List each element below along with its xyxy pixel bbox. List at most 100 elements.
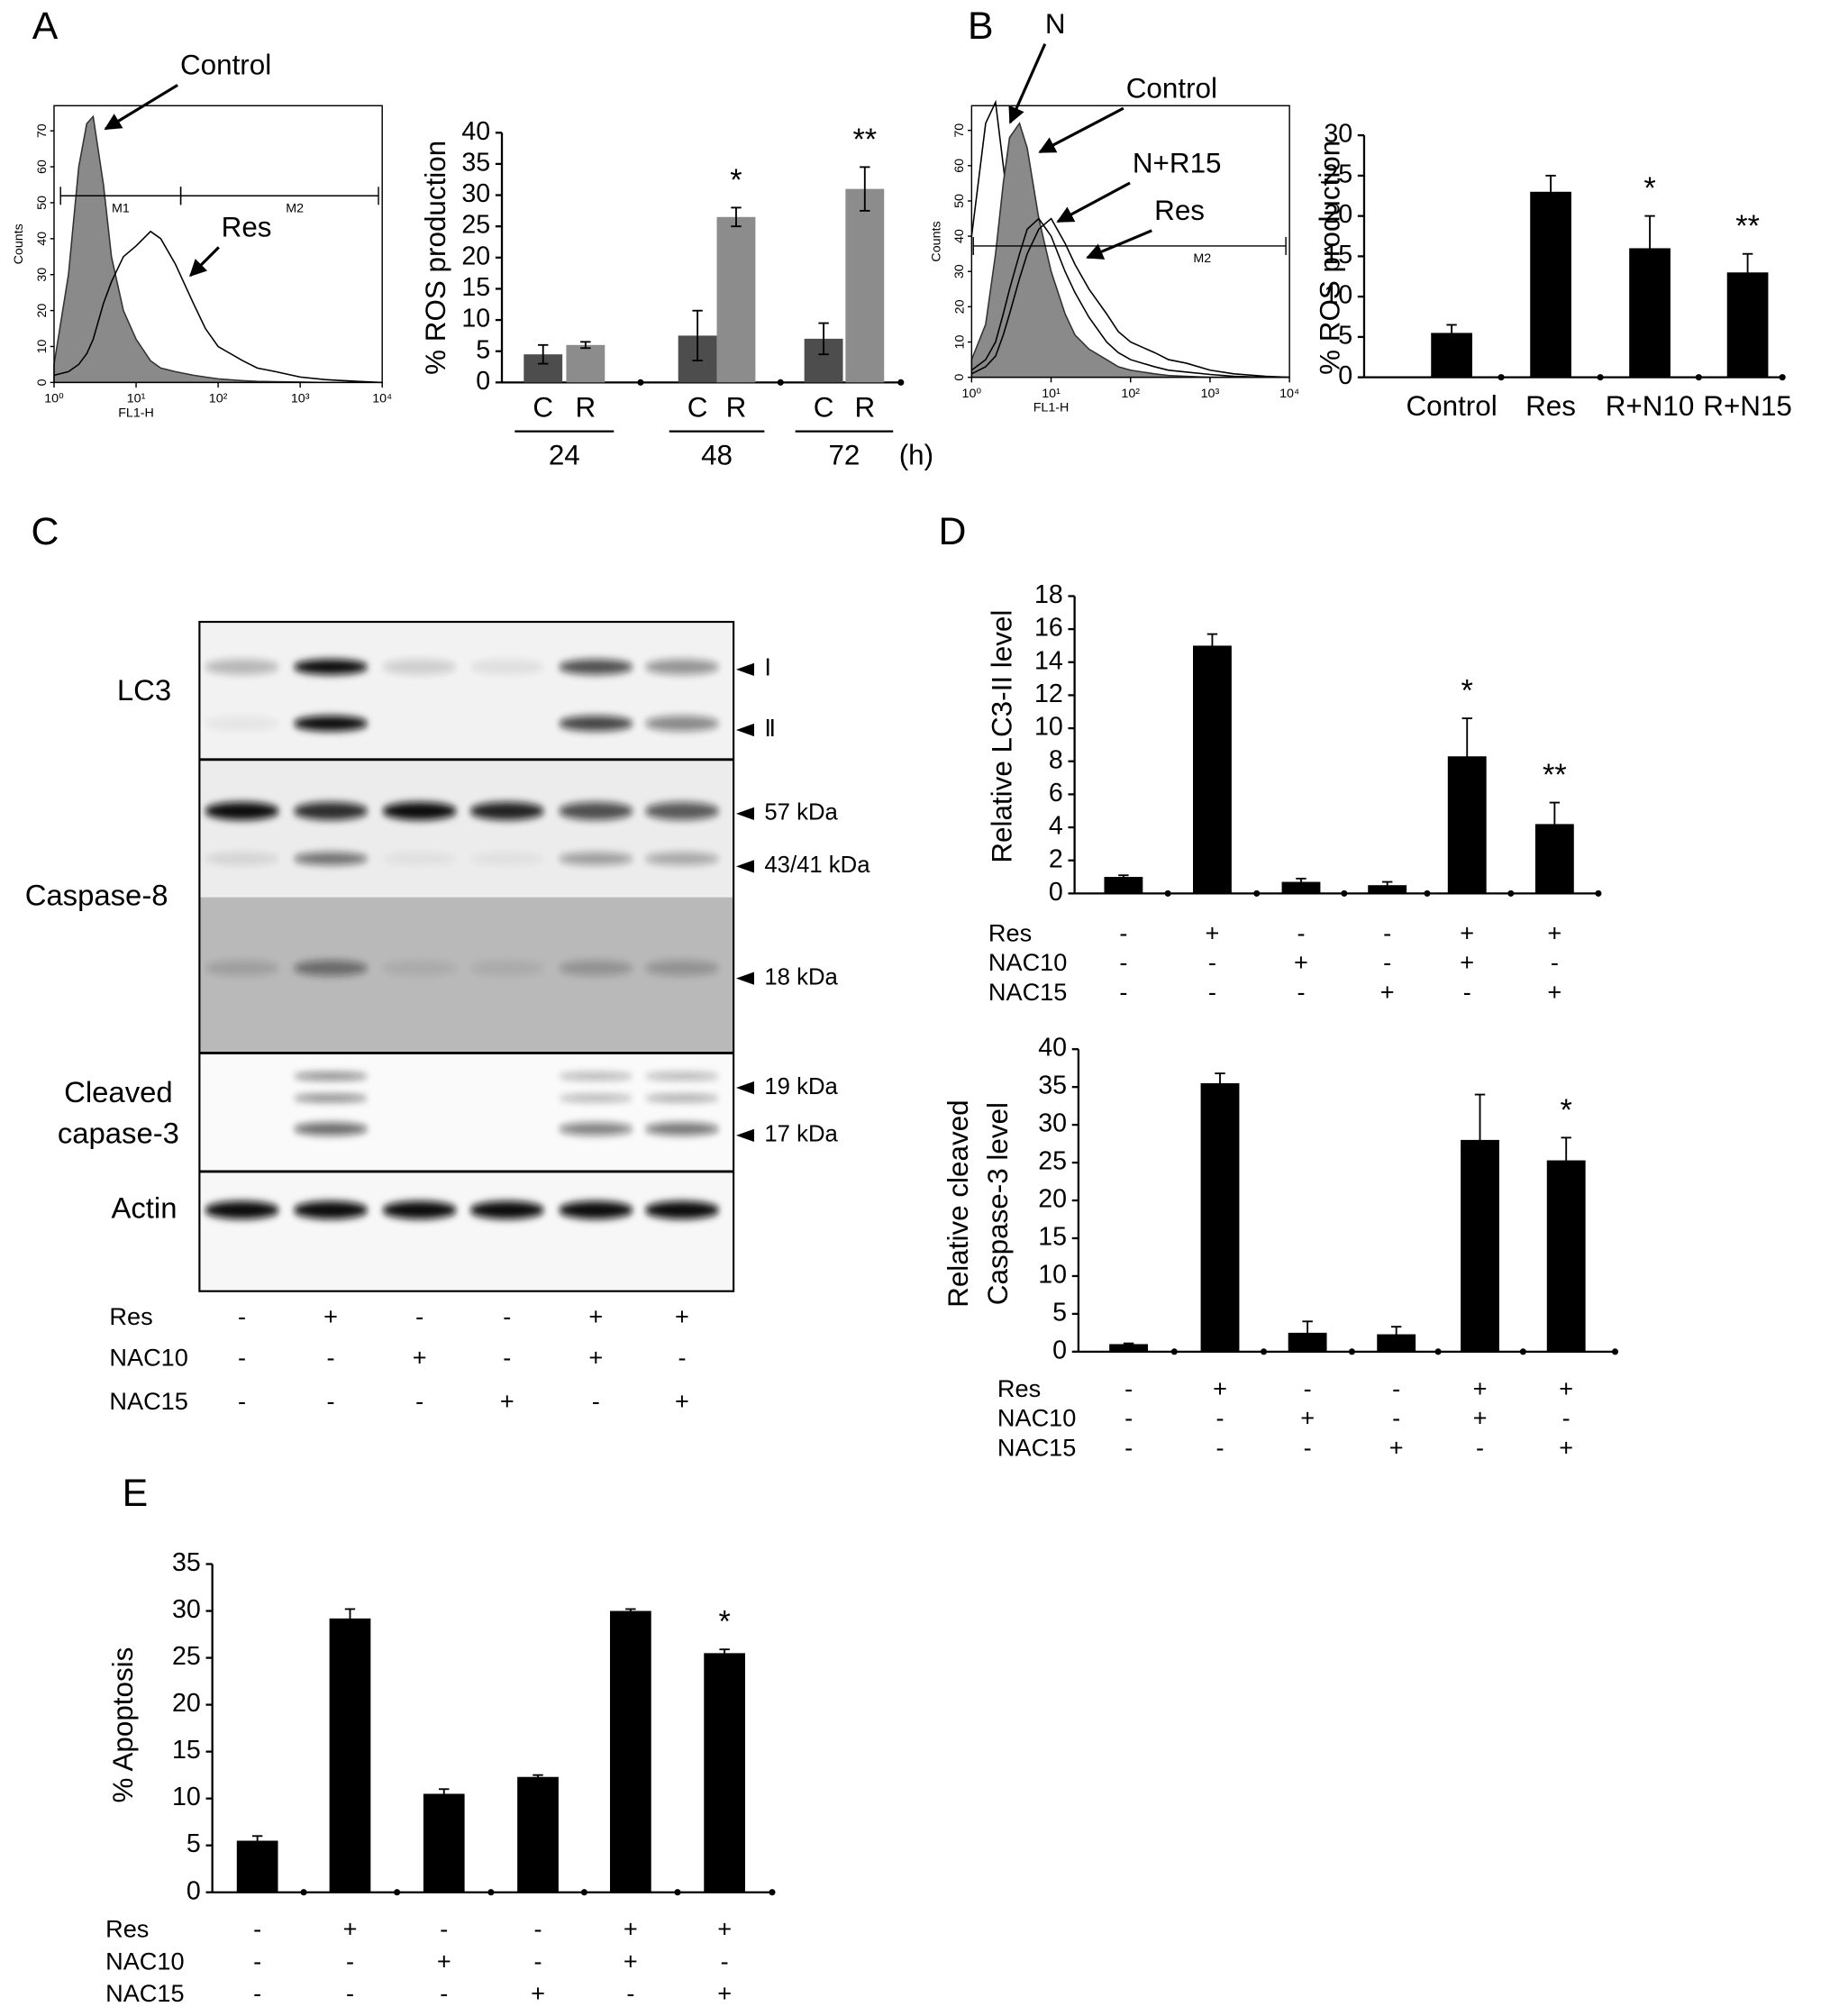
treatment-sign: - (1208, 978, 1216, 1006)
y-tick-label: 0 (1052, 1336, 1067, 1364)
treatment-name: NAC15 (109, 1387, 187, 1415)
treatment-sign: + (624, 1915, 638, 1943)
gate-label: M2 (286, 201, 304, 215)
band-arrow (735, 972, 754, 985)
x-tick-label: R+N15 (1703, 390, 1792, 422)
band-label: Ⅱ (764, 716, 776, 742)
significance: * (1643, 171, 1655, 205)
band (558, 716, 633, 732)
treatment-sign: + (413, 1344, 427, 1372)
protein-label: capase-3 (58, 1117, 179, 1150)
treatment-name: Res (109, 1302, 152, 1330)
treatment-sign: - (1124, 1374, 1133, 1402)
axis-dot (1695, 374, 1702, 381)
axis-dot (300, 1889, 307, 1896)
x-tick-label: 10⁴ (372, 392, 392, 406)
band (205, 1200, 279, 1219)
y-axis-label: Counts (930, 221, 944, 261)
treatment-sign: - (1215, 1434, 1224, 1462)
treatment-name: NAC15 (997, 1434, 1076, 1462)
bar (329, 1618, 371, 1893)
histogram-curve (970, 217, 1290, 379)
x-tick-label: 10² (1121, 387, 1140, 401)
treatment-sign: + (1294, 948, 1308, 976)
band (644, 960, 720, 976)
x-tick-label: 10² (209, 392, 228, 406)
treatment-sign: - (1383, 918, 1391, 946)
bar (610, 1610, 651, 1893)
band-arrow (735, 662, 754, 677)
y-tick-label: 15 (1038, 1223, 1067, 1252)
treatment-name: NAC10 (105, 1947, 184, 1975)
y-tick-label: 10 (1038, 1260, 1067, 1289)
bar (1104, 877, 1143, 894)
treatment-sign: + (323, 1302, 338, 1330)
treatment-sign: - (1476, 1434, 1484, 1462)
treatment-name: Res (988, 918, 1032, 946)
series-label: Control (1126, 72, 1217, 104)
treatment-sign: + (1559, 1434, 1573, 1462)
band (558, 1072, 633, 1081)
treatment-sign: - (1383, 948, 1391, 976)
band-label: 57 kDa (764, 800, 838, 826)
band (558, 1094, 633, 1102)
band (558, 1122, 633, 1136)
treatment-sign: - (678, 1344, 686, 1372)
axis-dot (777, 379, 784, 386)
bar-label: R (576, 392, 596, 424)
y-tick-label: 35 (1038, 1072, 1067, 1100)
significance: * (730, 163, 742, 197)
y-axis-label: % Apoptosis (107, 1647, 139, 1803)
y-tick-label: 40 (461, 117, 490, 146)
treatment-sign: - (253, 1979, 261, 2007)
treatment-sign: - (503, 1344, 511, 1372)
band (293, 801, 369, 820)
y-tick-label: 10 (172, 1783, 201, 1811)
y-tick-label: 30 (1324, 120, 1352, 149)
y-tick-label: 20 (172, 1689, 201, 1718)
treatment-sign: - (253, 1947, 261, 1975)
treatment-sign: + (437, 1947, 451, 1975)
y-tick-label: 16 (1034, 614, 1063, 643)
y-tick-label: 0 (187, 1876, 201, 1905)
band (558, 801, 633, 820)
label-arrow (1056, 181, 1131, 223)
treatment-sign: - (1215, 1404, 1224, 1432)
y-tick-label: 10 (35, 339, 50, 353)
y-tick-label: 20 (1038, 1185, 1067, 1214)
axis-dot (1779, 374, 1786, 381)
treatment-sign: - (238, 1387, 246, 1415)
y-tick-label: 10 (952, 335, 967, 350)
axis-dot (1519, 1348, 1526, 1355)
y-tick-label: 20 (1324, 200, 1352, 229)
band (644, 1122, 720, 1136)
treatment-sign: + (717, 1915, 732, 1943)
series-label: N (1045, 8, 1066, 40)
axis-dot (897, 379, 905, 386)
bar (716, 216, 756, 383)
y-tick-label: 0 (1049, 878, 1063, 907)
significance: ** (1543, 758, 1567, 792)
y-tick-label: 18 (1034, 580, 1063, 609)
x-tick-label: Res (1525, 390, 1576, 422)
x-tick-label: 10⁰ (44, 392, 64, 406)
band (469, 801, 545, 820)
treatment-sign: + (1389, 1434, 1404, 1462)
treatment-sign: + (1206, 918, 1220, 946)
y-tick-label: 20 (461, 242, 490, 270)
axis-dot (637, 379, 644, 386)
y-tick-label: 35 (172, 1548, 201, 1577)
treatment-sign: - (346, 1979, 354, 2007)
y-tick-label: 6 (1049, 779, 1063, 807)
label-arrow (1008, 43, 1047, 124)
significance: * (1561, 1093, 1572, 1127)
x-tick-label: 24 (549, 439, 580, 470)
treatment-sign: + (531, 1979, 545, 2007)
treatment-sign: - (1297, 978, 1305, 1006)
x-tick-label: 48 (701, 439, 733, 470)
series-label: Control (180, 50, 271, 81)
y-axis-label: % ROS production (1315, 141, 1346, 375)
treatment-sign: - (1208, 948, 1216, 976)
